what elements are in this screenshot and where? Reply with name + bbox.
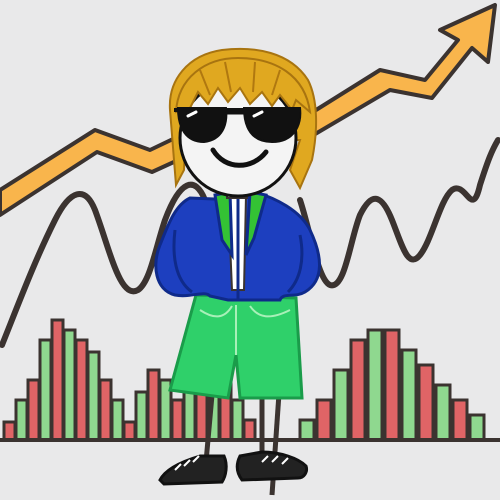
- chart-bar: [315, 398, 333, 442]
- right-shoe: [235, 450, 308, 482]
- chart-bar: [451, 398, 469, 442]
- sunglasses-icon: [174, 107, 302, 144]
- chart-bar: [468, 413, 486, 442]
- chart-bar: [62, 328, 77, 442]
- chart-bar: [122, 420, 137, 442]
- shorts-pockets: [199, 305, 291, 318]
- chart-bar: [86, 350, 101, 442]
- chart-bar: [434, 383, 452, 442]
- chart-bar: [146, 368, 161, 442]
- chart-bar: [14, 398, 29, 442]
- chart-bar: [366, 328, 384, 442]
- chart-bar: [400, 348, 418, 442]
- stock-wave-line: [0, 137, 500, 348]
- left-leg: [203, 394, 215, 463]
- right-collar: [244, 190, 268, 256]
- chart-bar: [230, 398, 245, 442]
- right-shoe-laces: [261, 455, 289, 465]
- hair-strands: [199, 61, 281, 96]
- chart-bar: [2, 420, 17, 442]
- hair-fringe: [174, 56, 312, 115]
- chart-bar: [242, 418, 257, 442]
- chart-bar: [383, 328, 401, 442]
- chart-bar: [110, 398, 125, 442]
- chart-bar: [134, 390, 149, 442]
- chart-bar: [349, 338, 367, 442]
- chart-bar: [50, 318, 65, 442]
- chart-bar: [170, 398, 185, 442]
- chart-bar: [74, 338, 89, 442]
- left-shoe: [158, 454, 228, 486]
- chart-bar: [332, 368, 350, 442]
- chart-bar: [98, 378, 113, 442]
- cartoon-investor: [154, 47, 321, 496]
- left-shoe-laces: [174, 455, 200, 471]
- chart-bar: [26, 378, 41, 442]
- smile: [210, 147, 269, 168]
- jacket-arm-lines: [172, 229, 304, 294]
- chart-bar: [38, 338, 53, 442]
- chart-bar: [298, 418, 316, 442]
- chart-bar: [417, 363, 435, 442]
